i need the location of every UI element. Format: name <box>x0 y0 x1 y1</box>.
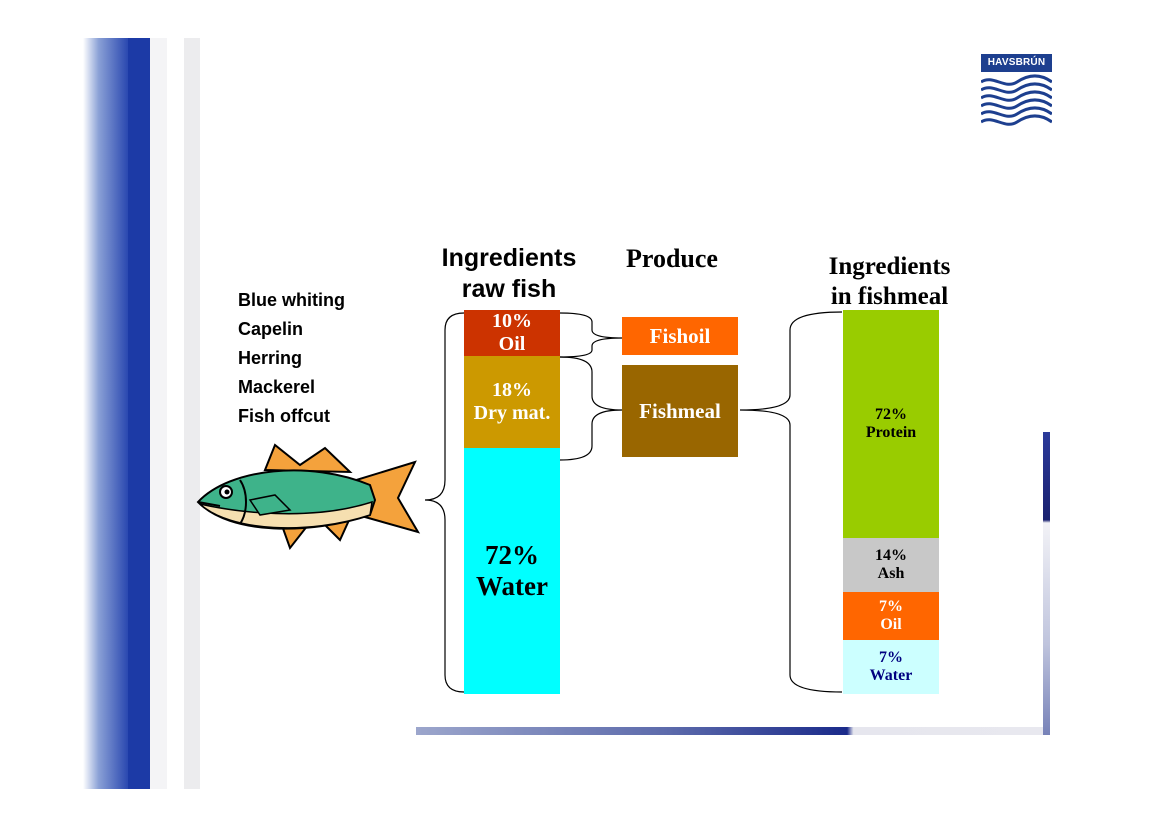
fish-type-item: Blue whiting <box>238 290 345 310</box>
bottom-decorative-bar <box>416 727 1050 735</box>
fishmeal-segment-ash: 14% Ash <box>843 538 939 592</box>
raw-fish-segment-dry-matter: 18% Dry mat. <box>464 356 560 448</box>
logo-brand-text: HAVSBRÚN <box>981 54 1052 72</box>
heading-produce: Produce <box>626 244 718 273</box>
segment-percent: 18% <box>492 379 532 401</box>
wave-icon <box>981 74 1052 126</box>
segment-percent: 14% <box>875 546 907 564</box>
segment-label: Water <box>476 571 548 601</box>
segment-label: Oil <box>498 333 526 355</box>
heading-fishmeal-line2: in fishmeal <box>830 283 949 310</box>
left-decorative-band <box>83 38 200 789</box>
raw-fish-segment-oil: 10% Oil <box>464 310 560 356</box>
segment-percent: 72% <box>875 405 907 423</box>
fish-type-item: Mackerel <box>238 377 316 397</box>
segment-percent: 10% <box>492 310 532 332</box>
segment-percent: 72% <box>485 539 539 570</box>
heading-raw-fish: Ingredients raw fish <box>428 243 590 305</box>
havsbrun-logo: HAVSBRÚN <box>981 54 1052 128</box>
segment-percent: 7% <box>879 597 903 615</box>
product-fishmeal: Fishmeal <box>622 365 738 457</box>
segment-label: Water <box>869 667 913 684</box>
fish-type-item: Capelin <box>238 319 304 339</box>
fishmeal-segment-water: 7% Water <box>843 640 939 694</box>
fish-illustration <box>196 443 421 551</box>
heading-fishmeal-line1: Ingredients <box>828 253 951 280</box>
segment-label: Dry mat. <box>473 402 551 424</box>
fishmeal-segment-protein: 72% Protein <box>843 310 939 538</box>
segment-label: Protein <box>865 424 917 441</box>
heading-raw-fish-line2: raw fish <box>461 275 557 303</box>
segment-label: Oil <box>880 616 902 633</box>
product-label: Fishmeal <box>639 398 721 423</box>
fish-type-item: Herring <box>238 348 303 368</box>
fishmeal-segment-oil: 7% Oil <box>843 592 939 640</box>
product-fishoil: Fishoil <box>622 317 738 355</box>
heading-raw-fish-line1: Ingredients <box>441 244 577 272</box>
product-label: Fishoil <box>649 323 711 348</box>
segment-label: Ash <box>877 565 905 582</box>
heading-fishmeal: Ingredients in fishmeal <box>812 252 967 312</box>
raw-fish-segment-water: 72% Water <box>464 448 560 694</box>
fish-type-item: Fish offcut <box>238 406 330 426</box>
right-decorative-bar <box>1043 432 1050 735</box>
fish-types-list: Blue whiting Capelin Herring Mackerel Fi… <box>238 286 345 431</box>
segment-percent: 7% <box>879 648 903 666</box>
